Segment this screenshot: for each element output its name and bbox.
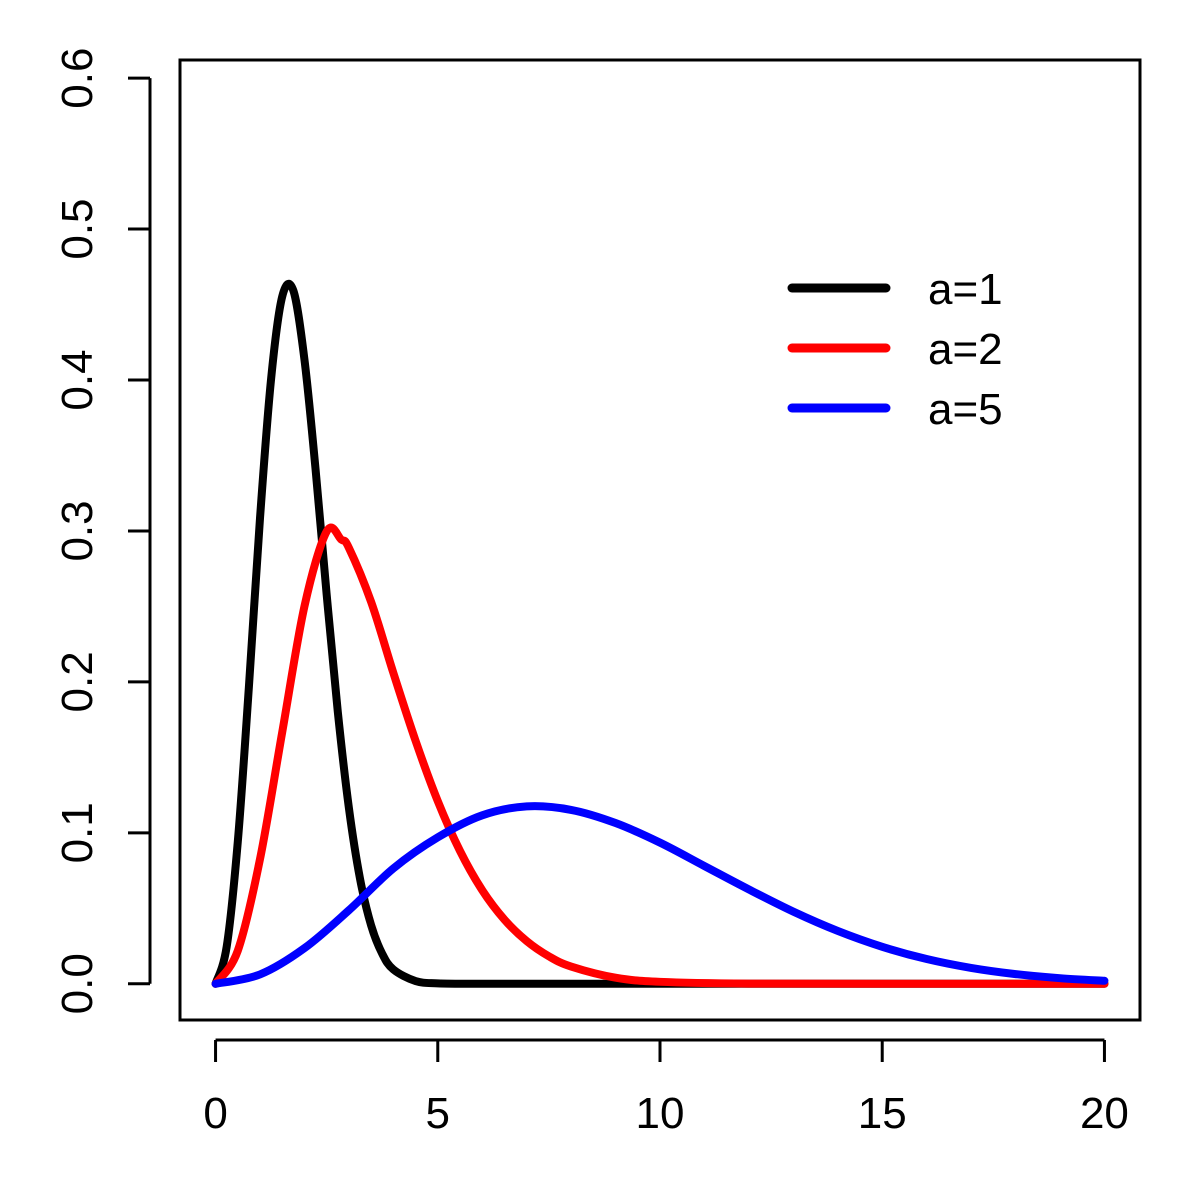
series-line-3 (211, 802, 1109, 988)
y-tick-label: 0.4 (53, 349, 102, 410)
x-tick-label: 10 (636, 1089, 685, 1138)
legend: a=1 a=2 a=5 (787, 265, 1003, 434)
y-tick-label: 0.6 (53, 48, 102, 109)
y-tick-label: 0.0 (53, 953, 102, 1014)
x-tick-label: 20 (1080, 1089, 1129, 1138)
series-line-1 (211, 279, 1109, 988)
x-axis: 0 5 10 15 20 (203, 1038, 1129, 1138)
y-tick-label: 0.1 (53, 802, 102, 863)
y-tick-label: 0.2 (53, 651, 102, 712)
series-line-2 (211, 523, 1109, 988)
x-tick-label: 15 (858, 1089, 907, 1138)
legend-label: a=1 (928, 265, 1003, 314)
y-tick-label: 0.5 (53, 198, 102, 259)
series-layer (211, 279, 1109, 988)
x-tick-label: 5 (426, 1089, 450, 1138)
legend-label: a=5 (928, 385, 1003, 434)
y-tick-label: 0.3 (53, 500, 102, 561)
legend-label: a=2 (928, 325, 1003, 374)
plot-frame (178, 58, 1142, 1022)
x-tick-label: 0 (203, 1089, 227, 1138)
y-axis: 0.0 0.1 0.2 0.3 0.4 0.5 0.6 (53, 48, 152, 1014)
